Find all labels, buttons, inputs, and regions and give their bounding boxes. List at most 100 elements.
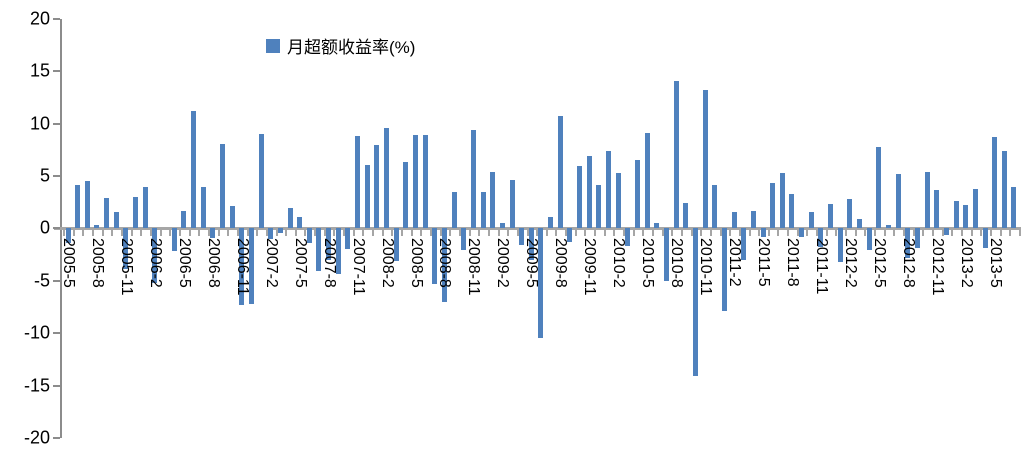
x-tick-mark <box>217 229 220 236</box>
bar-2011-12 <box>828 204 834 229</box>
bar-2009-10 <box>577 165 583 229</box>
x-tick-mark <box>574 229 577 236</box>
bar-2012-1 <box>837 228 843 262</box>
x-tick-label-2010-11: 2010-11 <box>697 238 715 296</box>
x-tick-label-2009-8: 2009-8 <box>552 238 570 289</box>
x-tick-mark <box>323 229 326 236</box>
bar-2009-6 <box>538 228 544 339</box>
bar-2007-1 <box>258 134 264 229</box>
x-tick-mark <box>806 229 809 236</box>
x-tick-mark <box>960 229 963 236</box>
x-tick-mark <box>565 229 568 236</box>
bar-2011-3 <box>741 228 747 260</box>
bar-2009-8 <box>557 116 563 229</box>
bar-2006-4 <box>171 228 177 252</box>
x-tick-mark <box>989 229 992 236</box>
bar-2010-8 <box>673 80 679 229</box>
bar-2012-3 <box>857 218 863 229</box>
bar-2007-3 <box>277 228 283 233</box>
x-tick-mark <box>236 229 239 236</box>
bar-2008-4 <box>403 162 409 229</box>
bar-2007-5 <box>297 216 303 229</box>
x-tick-mark <box>449 229 452 236</box>
y-tick-label: -15 <box>23 375 50 396</box>
x-tick-label-2006-8: 2006-8 <box>204 238 222 289</box>
bar-2010-2 <box>615 172 621 229</box>
bar-2007-4 <box>287 208 293 229</box>
bar-2012-12 <box>943 228 949 235</box>
bar-2006-2 <box>152 228 158 283</box>
x-tick-label-2011-2: 2011-2 <box>726 238 744 288</box>
legend-color-swatch <box>266 38 280 53</box>
x-tick-label-2012-5: 2012-5 <box>870 238 888 289</box>
x-tick-mark <box>893 229 896 236</box>
x-tick-label-2013-2: 2013-2 <box>957 238 975 289</box>
bar-2008-8 <box>441 228 447 302</box>
bar-2007-11 <box>355 136 361 229</box>
bar-2007-12 <box>364 164 370 229</box>
bar-2013-5 <box>992 137 998 229</box>
x-tick-mark <box>1009 229 1012 236</box>
x-tick-mark <box>169 229 172 236</box>
x-tick-label-2005-5: 2005-5 <box>60 238 77 289</box>
x-tick-mark <box>854 229 857 236</box>
x-tick-mark <box>140 229 143 236</box>
x-tick-mark <box>333 229 336 236</box>
y-tick-mark <box>53 279 60 282</box>
bar-2005-11 <box>123 228 129 270</box>
y-tick-mark <box>53 332 60 335</box>
x-tick-label-2008-2: 2008-2 <box>378 238 396 289</box>
x-tick-mark <box>652 229 654 236</box>
y-tick-mark <box>53 227 60 230</box>
bar-2007-8 <box>326 228 332 260</box>
x-tick-mark <box>931 229 934 236</box>
x-tick-label-2008-11: 2008-11 <box>465 238 483 296</box>
x-tick-mark <box>63 229 66 236</box>
x-tick-mark <box>121 229 124 236</box>
bar-2008-7 <box>432 228 438 284</box>
bar-2006-7 <box>200 186 206 229</box>
bar-2013-1 <box>953 201 959 229</box>
x-tick-mark <box>603 229 606 236</box>
x-tick-mark <box>709 229 712 236</box>
bar-2010-3 <box>625 228 631 247</box>
y-tick-mark <box>53 70 60 73</box>
chart-legend: 月超额收益率(%) <box>266 33 415 58</box>
bar-2012-5 <box>876 146 882 229</box>
bar-2009-7 <box>548 216 554 229</box>
x-tick-mark <box>758 229 761 236</box>
x-tick-label-2007-5: 2007-5 <box>291 238 309 289</box>
x-tick-mark <box>545 229 548 236</box>
x-tick-mark <box>130 229 133 236</box>
bar-2009-4 <box>519 228 525 246</box>
bar-2006-12 <box>248 228 254 304</box>
x-tick-mark <box>632 229 635 236</box>
bar-2010-11 <box>702 90 708 229</box>
x-tick-label-2010-5: 2010-5 <box>639 238 657 289</box>
x-tick-mark <box>835 229 838 236</box>
y-tick-mark <box>53 436 60 439</box>
x-tick-label-2011-8: 2011-8 <box>783 238 801 288</box>
y-tick-label: -20 <box>23 427 50 448</box>
y-tick-mark <box>53 175 60 178</box>
bar-2005-5 <box>65 228 71 244</box>
x-tick-label-2011-11: 2011-11 <box>812 238 830 295</box>
bar-2011-6 <box>770 183 776 229</box>
bar-2006-5 <box>181 210 187 229</box>
x-tick-mark <box>343 229 346 236</box>
x-tick-mark <box>82 229 85 236</box>
bar-2012-11 <box>934 189 940 229</box>
x-tick-mark <box>526 229 529 236</box>
y-tick-label: 15 <box>29 60 50 81</box>
bar-2006-10 <box>229 206 235 229</box>
x-tick-mark <box>401 229 404 236</box>
bar-2005-7 <box>84 181 90 229</box>
x-tick-mark <box>507 229 510 236</box>
x-tick-mark <box>468 229 471 236</box>
x-tick-mark <box>246 229 249 236</box>
x-tick-mark <box>729 229 732 236</box>
bar-2011-4 <box>750 210 756 229</box>
bar-2007-10 <box>345 228 351 250</box>
x-tick-mark <box>352 229 355 236</box>
